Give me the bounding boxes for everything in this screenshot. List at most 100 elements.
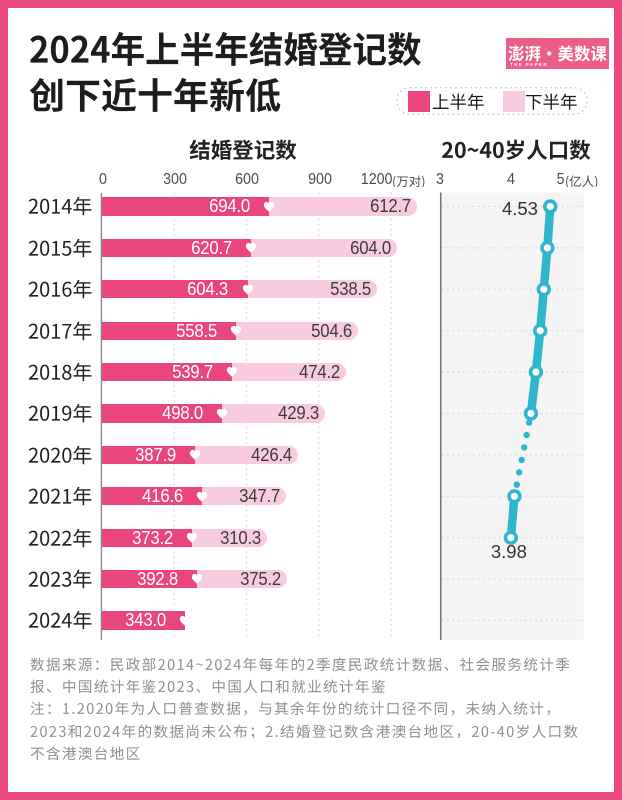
value-first-half-2014年: 694.0 xyxy=(209,196,251,217)
year-label-2022年: 2022年 xyxy=(28,528,92,548)
x-tick-label: 3 xyxy=(435,171,444,188)
legend-swatch-second-half xyxy=(502,91,525,112)
logo-subtext: THE PAPER xyxy=(510,61,549,67)
bar-first-half-2014年 xyxy=(102,197,270,216)
value-second-half-2019年: 429.3 xyxy=(278,403,320,424)
bar-first-half-2018年 xyxy=(102,362,232,382)
value-second-half-2016年: 538.5 xyxy=(330,279,372,300)
value-first-half-2022年: 373.2 xyxy=(131,527,173,548)
bar-row-2019年: 2019年 498.0 429.3 xyxy=(0,393,622,434)
bar-row-2016年: 2016年 604.3 538.5 xyxy=(0,269,622,310)
x-tick-label: 300 xyxy=(163,171,188,188)
year-label-2017年: 2017年 xyxy=(28,321,92,341)
year-label-2024年: 2024年 xyxy=(28,610,92,630)
heart-icon xyxy=(231,325,242,336)
legend: 上半年 下半年 xyxy=(396,87,588,115)
heart-icon xyxy=(246,242,257,253)
left-chart-x-axis: 0 300 600 900 12001200(万对) xyxy=(0,172,622,189)
x-tick-number: 5 xyxy=(557,171,565,188)
population-line xyxy=(503,199,558,545)
legend-swatch-first-half xyxy=(408,91,430,112)
x-tick-label: 900 xyxy=(307,171,332,188)
right-chart-x-axis: 3 4 55(亿人) xyxy=(0,172,622,189)
bar-row-2021年: 2021年 416.6 347.7 xyxy=(0,476,622,517)
year-label-2015年: 2015年 xyxy=(28,238,92,258)
value-first-half-2017年: 558.5 xyxy=(176,320,218,341)
value-first-half-2024年: 343.0 xyxy=(124,610,166,631)
value-first-half-2020年: 387.9 xyxy=(135,444,177,465)
bar-first-half-2015年 xyxy=(102,238,252,258)
x-tick-label: 0 xyxy=(99,171,107,188)
population-point-marker-2021年 xyxy=(507,489,522,504)
bar-first-half-2019年 xyxy=(102,404,222,423)
value-second-half-2023年: 375.2 xyxy=(239,568,281,589)
footnote-line-2: 报、中国统计年鉴2023、中国人口和就业统计年鉴 xyxy=(30,679,386,694)
x-tick-label: 600 xyxy=(235,171,260,188)
page-title-line2: 创下近十年新低 xyxy=(29,77,281,113)
value-first-half-2019年: 498.0 xyxy=(161,403,203,424)
population-point-marker-2018年 xyxy=(528,364,544,380)
left-chart-title: 结婚登记数 xyxy=(189,139,297,161)
value-first-half-2023年: 392.8 xyxy=(136,568,178,589)
bar-first-half-2023年 xyxy=(102,569,197,589)
year-label-2019年: 2019年 xyxy=(28,403,92,423)
bar-row-2022年: 2022年 373.2 310.3 xyxy=(0,517,622,558)
year-label-2014年: 2014年 xyxy=(28,196,92,216)
bar-first-half-2017年 xyxy=(102,321,237,340)
population-label-last: 3.98 xyxy=(490,541,527,563)
heart-icon xyxy=(226,367,238,378)
value-first-half-2018年: 539.7 xyxy=(172,361,213,382)
value-second-half-2017年: 504.6 xyxy=(311,320,352,341)
x-tick-unit: 5(亿人) xyxy=(565,175,599,188)
bar-row-2018年: 2018年 539.7 474.2 xyxy=(0,351,622,392)
x-tick-label: 12001200(万对) xyxy=(358,172,426,188)
bar-row-2023年: 2023年 392.8 375.2 xyxy=(0,558,622,599)
heart-icon xyxy=(190,449,201,460)
year-label-2023年: 2023年 xyxy=(28,569,92,589)
footnote-line-1: 数据来源：民政部2014~2024年每年的2季度民政统计数据、社会服务统计季 xyxy=(30,657,570,672)
year-label-2020年: 2020年 xyxy=(28,445,92,465)
heart-icon xyxy=(186,532,198,543)
x-tick-label: 4 xyxy=(507,171,516,188)
heart-icon xyxy=(179,615,190,626)
population-point-marker-2022年 xyxy=(503,530,519,545)
value-second-half-2022年: 310.3 xyxy=(219,527,261,548)
value-second-half-2015年: 604.0 xyxy=(349,237,391,258)
population-point-marker-2014年 xyxy=(543,199,558,214)
value-first-half-2015年: 620.7 xyxy=(191,237,233,258)
value-second-half-2021年: 347.7 xyxy=(239,486,281,507)
footnote-line-3: 注：1.2020年为人口普查数据，与其余年份的统计口径不同，未纳入统计， xyxy=(30,701,560,716)
population-point-marker-2016年 xyxy=(536,282,552,297)
bar-first-half-2020年 xyxy=(102,445,196,465)
year-label-2021年: 2021年 xyxy=(28,486,92,506)
page-title-line1: 2024年上半年结婚登记数 xyxy=(29,31,422,67)
heart-icon xyxy=(191,574,202,585)
right-chart-title: 20~40岁人口数 xyxy=(441,139,591,161)
bar-row-2020年: 2020年 387.9 426.4 xyxy=(0,434,622,475)
bar-first-half-2022年 xyxy=(102,528,192,547)
bar-first-half-2016年 xyxy=(102,280,248,299)
value-first-half-2021年: 416.6 xyxy=(142,486,184,507)
population-point-marker-2015年 xyxy=(540,240,555,256)
footnotes: 数据来源：民政部2014~2024年每年的2季度民政统计数据、社会服务统计季报、… xyxy=(30,653,605,778)
right-chart-plot-background xyxy=(441,192,584,640)
heart-icon xyxy=(216,408,228,419)
legend-label-second-half: 下半年 xyxy=(525,93,578,111)
x-tick-label: 55(亿人) xyxy=(556,172,598,188)
legend-dashed-border xyxy=(396,87,588,115)
publisher-logo: 澎湃·美数课 THE PAPER xyxy=(506,38,609,69)
value-second-half-2018年: 474.2 xyxy=(299,361,341,382)
bar-row-2015年: 2015年 620.7 604.0 xyxy=(0,227,622,268)
population-point-marker-2019年 xyxy=(523,406,539,421)
value-first-half-2016年: 604.3 xyxy=(187,279,229,300)
heart-icon xyxy=(263,201,275,212)
footnote-line-4: 2023和2024年的数据尚未公布；2.结婚登记数含港澳台地区，20-40岁人口… xyxy=(30,724,578,739)
heart-icon xyxy=(242,284,253,295)
year-label-2016年: 2016年 xyxy=(28,279,92,299)
heart-icon xyxy=(197,491,208,502)
legend-label-first-half: 上半年 xyxy=(432,93,485,111)
